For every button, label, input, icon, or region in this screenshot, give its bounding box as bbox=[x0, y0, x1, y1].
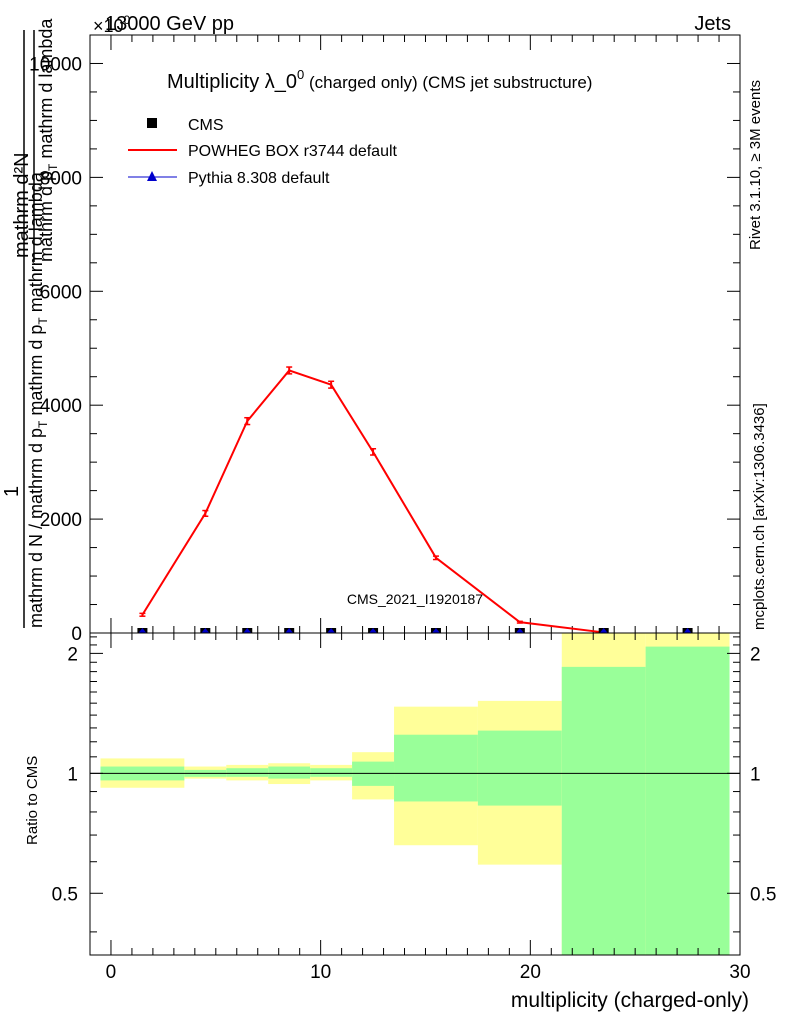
ratio-xtick-label: 20 bbox=[520, 962, 541, 983]
ratio-ytick-label-right: 2 bbox=[750, 644, 761, 665]
ratio-bands bbox=[100, 633, 730, 955]
main-ytick-label: 8000 bbox=[40, 168, 82, 189]
pythia-point bbox=[138, 628, 147, 633]
rivet-label: Rivet 3.1.10, ≥ 3M events bbox=[747, 80, 764, 250]
legend-pythia-label: Pythia 8.308 default bbox=[188, 170, 330, 187]
mcplots-label: mcplots.cern.ch [arXiv:1306.3436] bbox=[751, 403, 768, 630]
ratio-ytick-label-right: 0.5 bbox=[750, 884, 776, 905]
ratio-xtick-label: 10 bbox=[310, 962, 331, 983]
ratio-panel: 0.5 0.51 12 20 10 20 30 Ratio to CMS multiplic… bbox=[24, 632, 777, 1012]
pythia-point bbox=[285, 628, 294, 633]
ratio-green-band bbox=[310, 768, 353, 777]
main-data bbox=[137, 366, 693, 634]
chart-title: Multiplicity λ_00 (charged only) (CMS je… bbox=[167, 67, 592, 93]
ratio-green-band bbox=[226, 768, 269, 777]
chart-title-tail: (charged only) (CMS jet substructure) bbox=[304, 73, 592, 92]
ratio-ylabel: Ratio to CMS bbox=[24, 756, 41, 845]
main-ytick-label: 0 bbox=[71, 624, 82, 645]
legend-pythia-marker bbox=[147, 171, 157, 181]
pythia-point bbox=[201, 628, 210, 633]
ratio-green-band bbox=[645, 646, 730, 955]
ratio-green-band bbox=[561, 666, 646, 955]
ylabel-numerator: mathrm d²N bbox=[11, 152, 33, 258]
pythia-point bbox=[683, 628, 692, 633]
pythia-point bbox=[369, 628, 378, 633]
main-ytick-label: 6000 bbox=[40, 282, 82, 303]
ratio-xtick-label: 30 bbox=[729, 962, 750, 983]
chart-title-main: Multiplicity λ_0 bbox=[167, 71, 297, 93]
process-label: Jets bbox=[694, 13, 731, 35]
ratio-ytick-label: 1 bbox=[67, 764, 78, 785]
main-ytick-label: 4000 bbox=[40, 396, 82, 417]
ratio-green-band bbox=[268, 766, 311, 779]
xaxis-label: multiplicity (charged-only) bbox=[511, 989, 749, 1012]
energy-label: 13000 GeV pp bbox=[105, 13, 234, 35]
main-ytick-label: 2000 bbox=[40, 510, 82, 531]
legend-powheg-label: POWHEG BOX r3744 default bbox=[188, 143, 398, 160]
pythia-point bbox=[599, 628, 608, 633]
ratio-ytick-label: 0.5 bbox=[52, 884, 78, 905]
ratio-ytick-label-right: 1 bbox=[750, 764, 761, 785]
ratio-ytick-label: 2 bbox=[67, 644, 78, 665]
main-ylabel: mathrm d²N mathrm d pT mathrm d lambda 1… bbox=[1, 18, 60, 628]
ratio-tick-labels: 0.5 0.51 12 20 10 20 30 bbox=[52, 644, 777, 983]
ratio-frame bbox=[89, 632, 741, 956]
chart-title-sup: 0 bbox=[297, 67, 304, 82]
watermark: CMS_2021_I1920187 bbox=[347, 591, 483, 607]
ratio-xtick-label: 0 bbox=[106, 962, 117, 983]
ratio-ticks bbox=[90, 633, 741, 955]
ratio-green-band bbox=[477, 730, 562, 806]
pythia-point bbox=[243, 628, 252, 633]
pythia-point bbox=[327, 628, 336, 633]
main-ytick-labels: 0 2000 4000 6000 8000 10000 bbox=[29, 54, 82, 645]
pythia-point bbox=[515, 628, 524, 633]
ratio-green-band bbox=[394, 734, 478, 802]
legend-cms-label: CMS bbox=[188, 117, 224, 134]
pythia-point bbox=[431, 628, 440, 633]
ylabel-one: 1 bbox=[1, 486, 23, 497]
main-ytick-label: 10000 bbox=[29, 54, 82, 75]
legend: CMS POWHEG BOX r3744 default Pythia 8.30… bbox=[128, 117, 398, 187]
exponent-label: ×100 bbox=[93, 13, 131, 36]
legend-cms-marker bbox=[147, 118, 157, 128]
